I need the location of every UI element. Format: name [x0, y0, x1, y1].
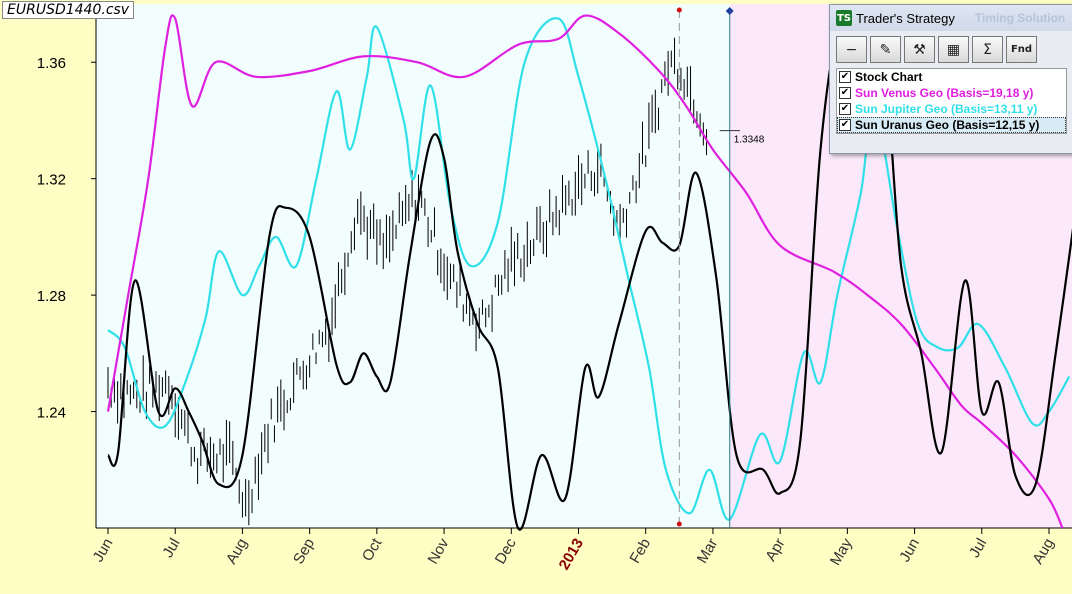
file-label: EURUSD1440.csv: [2, 1, 135, 19]
x-tick-label: Aug: [1029, 536, 1057, 568]
y-tick-label: 1.24: [37, 405, 66, 422]
x-tick-label: Feb: [627, 536, 655, 567]
find-icon: Fnd: [1010, 44, 1033, 55]
x-tick-label: Jul: [159, 536, 183, 561]
x-tick-label: Dec: [492, 535, 520, 567]
panel-title-bar[interactable]: TS Trader's Strategy Timing Solution: [830, 5, 1072, 31]
y-tick-label: 1.28: [37, 288, 66, 305]
y-tick-label: 1.36: [37, 55, 66, 72]
x-tick-label: Mar: [694, 536, 722, 567]
x-tick-label: Jun: [896, 536, 923, 565]
x-tick-label: Oct: [359, 535, 386, 564]
find-button[interactable]: Fnd: [1006, 36, 1037, 63]
cursor-bottom-marker: [676, 521, 682, 527]
x-tick-label: Aug: [223, 536, 251, 568]
sum-button[interactable]: Σ: [972, 36, 1003, 63]
panel-title: Trader's Strategy: [856, 10, 955, 26]
series-label: Sun Jupiter Geo (Basis=13,11 y): [855, 102, 1038, 116]
brush-button[interactable]: ✎: [870, 36, 901, 63]
series-list-item[interactable]: ✔ Sun Jupiter Geo (Basis=13,11 y): [837, 101, 1066, 117]
series-checkbox[interactable]: ✔: [839, 119, 851, 131]
stock-bars: [107, 37, 708, 526]
forecast-marker-icon: [725, 7, 734, 15]
minus-icon: −: [845, 41, 858, 58]
brush-icon: ✎: [879, 41, 892, 58]
series-checkbox[interactable]: ✔: [839, 71, 851, 83]
x-tick-label: Jun: [90, 536, 117, 565]
series-label: Stock Chart: [855, 70, 923, 84]
x-tick-label: Sep: [290, 536, 318, 568]
series-list: ✔ Stock Chart ✔ Sun Venus Geo (Basis=19,18 …: [836, 68, 1067, 134]
excel-icon: ▦: [946, 41, 961, 58]
minus-button[interactable]: −: [836, 36, 867, 63]
series-checkbox[interactable]: ✔: [839, 103, 851, 115]
traders-strategy-panel[interactable]: TS Trader's Strategy Timing Solution − ✎ ⚒…: [829, 4, 1072, 154]
series-label: Sun Uranus Geo (Basis=12,15 y): [855, 118, 1040, 132]
sigma-icon: Σ: [983, 41, 992, 58]
series-list-item[interactable]: ✔ Stock Chart: [837, 69, 1066, 85]
tools-button[interactable]: ⚒: [904, 36, 935, 63]
last-price-label: 1.3348: [734, 135, 765, 146]
panel-ghost-title: Timing Solution: [974, 11, 1066, 25]
x-tick-label: 2013: [556, 536, 587, 573]
series-checkbox[interactable]: ✔: [839, 87, 851, 99]
x-tick-label: Nov: [424, 535, 452, 567]
series-label: Sun Venus Geo (Basis=19,18 y): [855, 86, 1034, 100]
excel-button[interactable]: ▦: [938, 36, 969, 63]
uranus-line: [106, 6, 1072, 531]
tools-icon: ⚒: [913, 41, 926, 58]
panel-toolbar: − ✎ ⚒ ▦ Σ Fnd: [830, 31, 1072, 68]
ts-logo-icon: TS: [836, 10, 852, 26]
x-tick-label: Jul: [966, 536, 990, 561]
x-tick-label: May: [827, 535, 856, 568]
venus-line: [106, 14, 1064, 529]
cursor-top-marker: [676, 7, 682, 13]
series-list-item[interactable]: ✔ Sun Venus Geo (Basis=19,18 y): [837, 85, 1066, 101]
series-list-item[interactable]: ✔ Sun Uranus Geo (Basis=12,15 y): [837, 117, 1066, 133]
y-tick-label: 1.32: [37, 172, 66, 189]
x-tick-label: Apr: [762, 535, 788, 564]
